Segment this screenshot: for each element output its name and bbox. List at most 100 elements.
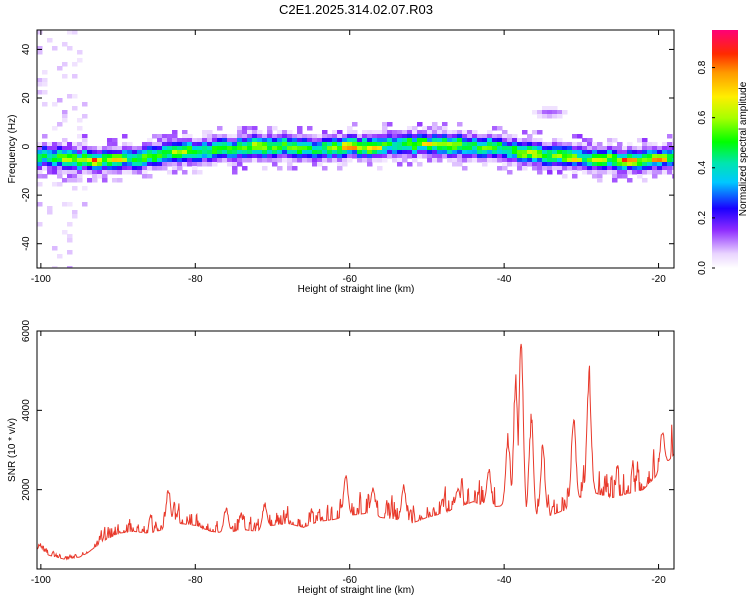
heat-cell [172, 130, 178, 135]
heat-cell [142, 142, 148, 147]
heat-cell [642, 154, 648, 159]
heat-cell [637, 146, 643, 151]
heat-cell [572, 166, 578, 171]
heat-cell [502, 146, 508, 151]
heat-cell [397, 138, 403, 143]
heat-cell [87, 150, 93, 155]
heat-cell [67, 174, 73, 179]
heat-cell [627, 150, 633, 155]
heat-cell [592, 166, 598, 171]
heat-cell [387, 146, 393, 151]
heat-cell [252, 146, 258, 151]
heat-cell [117, 170, 123, 175]
heat-cell [62, 146, 68, 151]
heat-cell [367, 146, 373, 151]
heat-cell [92, 166, 98, 171]
heat-cell [242, 142, 248, 147]
heat-cell [432, 150, 438, 155]
heat-cell [632, 158, 638, 163]
heat-cell [87, 162, 93, 167]
colorbar-tick-label: 0.6 [697, 110, 708, 124]
heat-cell [532, 158, 538, 163]
heat-cell [667, 154, 673, 159]
heat-cell [557, 154, 563, 159]
heat-cell [112, 170, 118, 175]
heat-cell [187, 158, 193, 163]
heat-cell [347, 150, 353, 155]
heat-cell [532, 138, 538, 143]
heat-cell [47, 146, 53, 151]
heat-cell [187, 154, 193, 159]
heat-cell [517, 138, 523, 143]
heat-cell [62, 170, 68, 175]
heat-cell [447, 130, 453, 135]
heat-cell [82, 158, 88, 163]
heat-cell [467, 134, 473, 139]
heat-cell [642, 162, 648, 167]
heat-cell [657, 162, 663, 167]
heat-cell [367, 158, 373, 163]
heat-cell [42, 150, 48, 155]
heat-cell [562, 158, 568, 163]
heat-cell [507, 158, 513, 163]
heat-cell [277, 146, 283, 151]
heat-cell [487, 138, 493, 143]
heat-cell [37, 166, 43, 171]
heat-cell [82, 134, 88, 139]
heat-cell [422, 134, 428, 139]
heat-cell [287, 146, 293, 151]
heat-cell [317, 162, 323, 167]
heat-cell [362, 154, 368, 159]
heat-cell [272, 146, 278, 151]
heat-cell [587, 162, 593, 167]
heat-cell [192, 146, 198, 151]
heat-cell [132, 154, 138, 159]
heat-cell [432, 138, 438, 143]
heat-cell [97, 150, 103, 155]
heat-cell [667, 170, 673, 175]
heat-cell [257, 158, 263, 163]
heat-cell [282, 142, 288, 147]
heat-cell [122, 166, 128, 171]
heat-cell [147, 162, 153, 167]
heat-cell [352, 150, 358, 155]
heat-cell [317, 138, 323, 143]
heat-cell [592, 154, 598, 159]
heat-cell [282, 150, 288, 155]
spectrogram-x-ticks: -100 -80 -60 -40 -20 [31, 30, 666, 285]
heat-cell [92, 154, 98, 159]
heat-cell [262, 154, 268, 159]
heat-cell [167, 154, 173, 159]
heat-cell [202, 162, 208, 167]
heat-cell [587, 166, 593, 171]
heat-cell [282, 158, 288, 163]
heat-cell [177, 162, 183, 167]
heat-cell [512, 134, 518, 139]
heat-cell [52, 266, 58, 268]
heat-cell [302, 150, 308, 155]
heat-cell [382, 154, 388, 159]
heat-cell [357, 150, 363, 155]
heat-cell [52, 182, 58, 187]
heat-cell [612, 170, 618, 175]
heat-cell [202, 130, 208, 135]
heat-cell [137, 166, 143, 171]
heat-cell [557, 110, 563, 115]
heat-cell [52, 146, 58, 151]
heat-cell [582, 162, 588, 167]
heat-cell [522, 150, 528, 155]
heat-cell [417, 150, 423, 155]
heat-cell [627, 162, 633, 167]
heat-cell [187, 146, 193, 151]
heat-cell [297, 146, 303, 151]
heat-cell [72, 106, 78, 111]
heat-cell [607, 162, 613, 167]
heat-cell [52, 142, 58, 147]
heat-cell [112, 146, 118, 151]
heat-cell [457, 146, 463, 151]
heat-cell [167, 146, 173, 151]
heat-cell [182, 146, 188, 151]
heat-cell [542, 146, 548, 151]
heat-cell [372, 158, 378, 163]
heat-cell [637, 174, 643, 179]
